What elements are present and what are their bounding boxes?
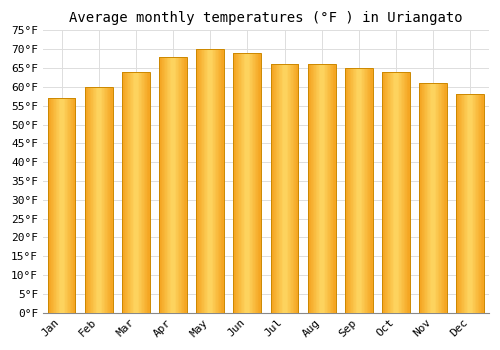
Bar (196, 49, 224, 313)
Bar (85, 87, 112, 313)
Bar (234, 53, 262, 313)
Bar (270, 64, 298, 313)
Bar (308, 64, 336, 313)
Bar (456, 94, 484, 313)
Bar (48, 98, 76, 313)
Bar (122, 72, 150, 313)
Bar (159, 57, 187, 313)
Bar (419, 83, 447, 313)
Title: Average monthly temperatures (°F ) in Uriangato: Average monthly temperatures (°F ) in Ur… (69, 11, 462, 25)
Bar (382, 72, 410, 313)
Bar (345, 68, 373, 313)
